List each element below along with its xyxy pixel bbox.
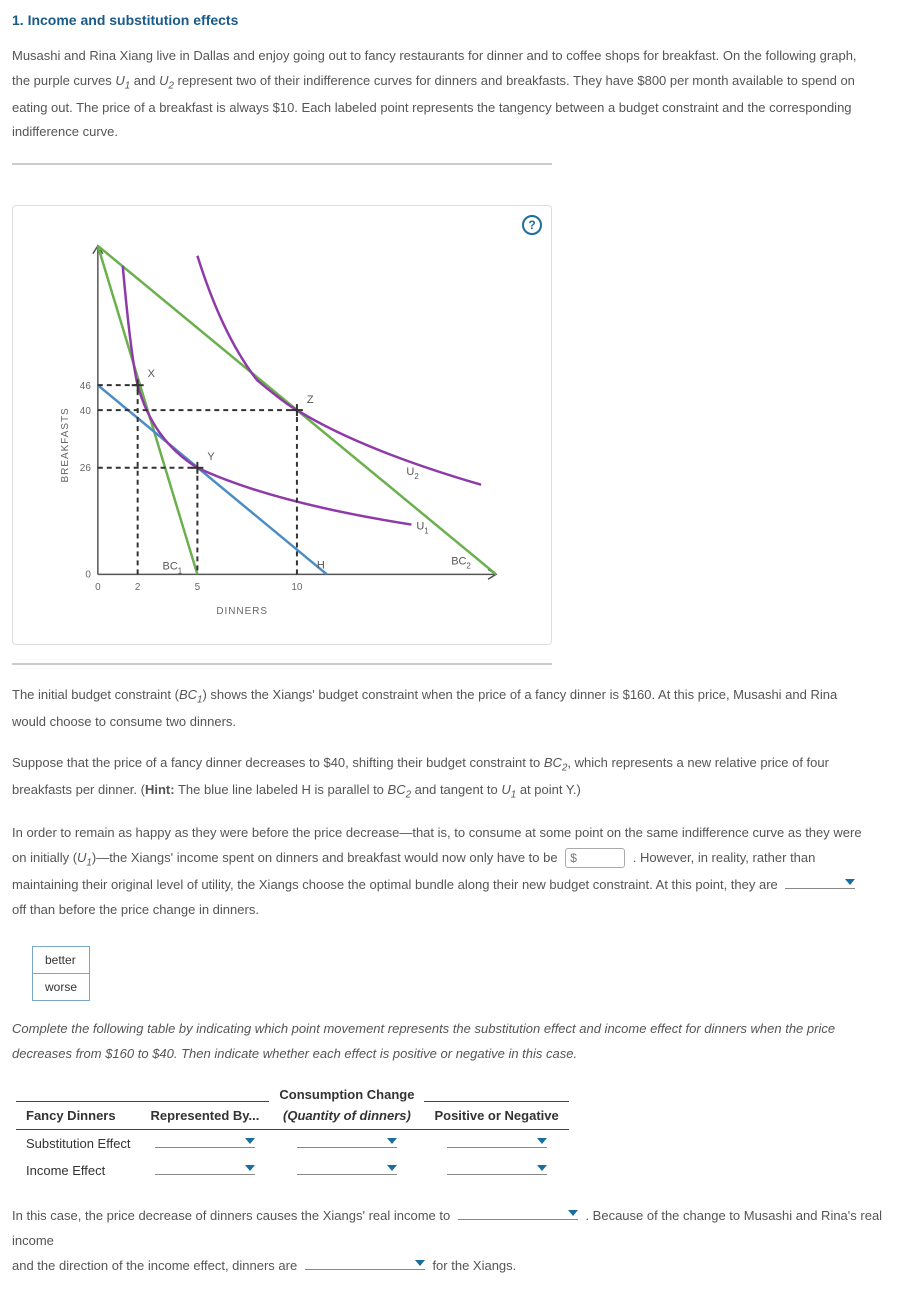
- svg-text:0: 0: [95, 582, 101, 593]
- u1-curve: [123, 266, 412, 525]
- inc-sign-dropdown[interactable]: [447, 1174, 547, 1175]
- svg-text:10: 10: [291, 582, 303, 593]
- effects-table: Consumption Change Fancy Dinners Represe…: [16, 1081, 569, 1185]
- chevron-down-icon: [245, 1165, 255, 1171]
- dropdown-options: better worse: [32, 946, 90, 1001]
- h-line: [98, 385, 327, 574]
- chevron-down-icon: [845, 879, 855, 885]
- inc-rep-dropdown[interactable]: [155, 1174, 255, 1175]
- chevron-down-icon: [415, 1260, 425, 1266]
- better-worse-dropdown[interactable]: [785, 888, 855, 889]
- row-income: Income Effect: [16, 1157, 569, 1184]
- col-represented: Represented By...: [141, 1102, 270, 1130]
- u2-curve: [197, 256, 481, 485]
- u2-label: U2: [406, 466, 419, 481]
- col-quantity: (Quantity of dinners): [269, 1102, 424, 1130]
- svg-text:46: 46: [80, 381, 92, 392]
- table-superheader: Consumption Change: [269, 1081, 424, 1102]
- svg-text:0: 0: [85, 569, 91, 580]
- sub-qty-dropdown[interactable]: [297, 1147, 397, 1148]
- svg-text:26: 26: [80, 463, 92, 474]
- chevron-down-icon: [568, 1210, 578, 1216]
- para-bc2: Suppose that the price of a fancy dinner…: [12, 751, 905, 805]
- para-bc1: The initial budget constraint (BC1) show…: [12, 683, 905, 735]
- sub-rep-dropdown[interactable]: [155, 1147, 255, 1148]
- chevron-down-icon: [537, 1138, 547, 1144]
- x-axis-title: DINNERS: [216, 606, 268, 617]
- divider-bottom: [12, 663, 552, 665]
- y-axis-title: BREAKFASTS: [60, 408, 71, 483]
- real-income-dropdown[interactable]: [458, 1219, 578, 1220]
- intro-paragraph: Musashi and Rina Xiang live in Dallas an…: [12, 44, 905, 145]
- question-number: 1. Income and substitution effects: [12, 12, 238, 28]
- u1-label: U1: [416, 521, 429, 536]
- chart-svg: BREAKFASTS DINNERS 0 26 40 46 0 2 5 10: [13, 206, 551, 644]
- svg-text:40: 40: [80, 406, 92, 417]
- col-fancy-dinners: Fancy Dinners: [16, 1102, 141, 1130]
- sub-sign-dropdown[interactable]: [447, 1147, 547, 1148]
- chevron-down-icon: [387, 1165, 397, 1171]
- svg-text:Z: Z: [307, 394, 314, 406]
- row-substitution: Substitution Effect: [16, 1130, 569, 1158]
- para-conclusion: In this case, the price decrease of dinn…: [12, 1204, 905, 1278]
- svg-text:X: X: [148, 368, 156, 380]
- svg-text:2: 2: [135, 582, 141, 593]
- inc-qty-dropdown[interactable]: [297, 1174, 397, 1175]
- bc1-label: BC1: [163, 561, 183, 576]
- svg-text:Y: Y: [207, 451, 215, 463]
- option-worse[interactable]: worse: [33, 974, 89, 1000]
- divider-top: [12, 163, 552, 165]
- option-better[interactable]: better: [33, 947, 89, 974]
- svg-text:5: 5: [195, 582, 201, 593]
- para-fill: In order to remain as happy as they were…: [12, 821, 905, 922]
- chevron-down-icon: [387, 1138, 397, 1144]
- graph-box: BREAKFASTS DINNERS 0 26 40 46 0 2 5 10: [12, 205, 552, 645]
- income-input[interactable]: [565, 848, 625, 868]
- graph-container: ? BREAKFASTS DINNERS 0 26 40 46 0 2 5 10: [12, 205, 552, 645]
- h-label: H: [317, 560, 325, 572]
- chevron-down-icon: [245, 1138, 255, 1144]
- good-type-dropdown[interactable]: [305, 1269, 425, 1270]
- chevron-down-icon: [537, 1165, 547, 1171]
- col-posneg: Positive or Negative: [424, 1102, 568, 1130]
- table-instruction: Complete the following table by indicati…: [12, 1017, 905, 1066]
- bc2-label: BC2: [451, 556, 471, 571]
